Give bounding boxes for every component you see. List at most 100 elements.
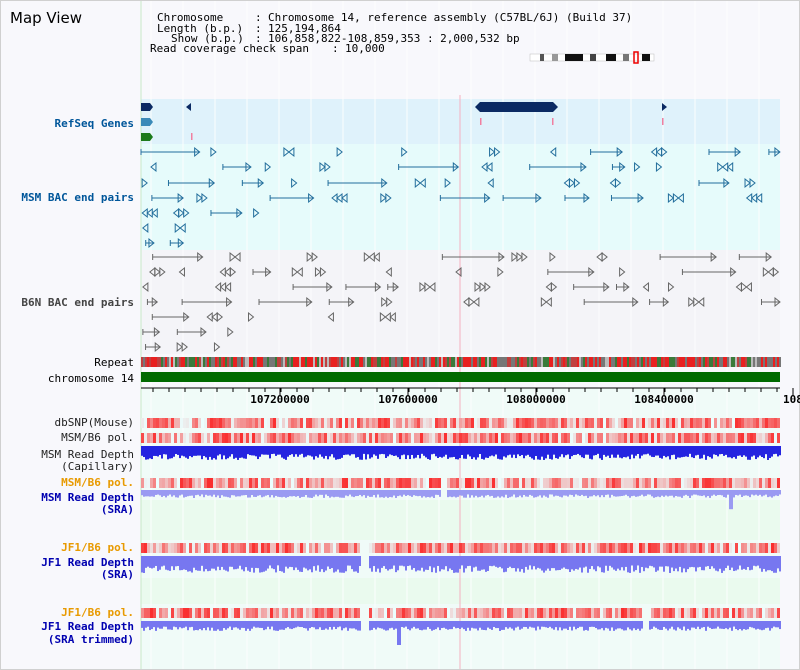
repeat-segment xyxy=(147,357,149,367)
msm-b6-sra-pol-cell xyxy=(516,478,519,488)
msm-capillary-depth-bar xyxy=(451,446,453,458)
jf1-sra-depth-bar xyxy=(493,556,495,566)
jf1-sra-depth-bar xyxy=(225,556,227,571)
msm-capillary-depth-bar xyxy=(553,446,555,455)
jf1-sra-depth-bar xyxy=(179,556,181,571)
msm-capillary-depth-bar xyxy=(255,446,257,457)
jf1-b6-pol-trim-cell xyxy=(315,608,318,618)
msm-b6-pol-cell xyxy=(672,433,675,443)
msm-bac-pair-arrow xyxy=(661,146,668,158)
jf1-trim-depth-bar xyxy=(453,621,455,627)
jf1-trim-depth-bar xyxy=(547,621,549,628)
msm-bac-pair-arrow xyxy=(150,161,157,173)
jf1-sra-depth-bar xyxy=(613,556,615,570)
jf1-b6-pol-trim-cell xyxy=(384,608,387,618)
jf1-trim-depth-bar xyxy=(511,621,513,629)
jf1-b6-pol-cell xyxy=(462,543,465,553)
track-label-b6n-bac-end-pairs[interactable]: B6N BAC end pairs xyxy=(21,296,134,309)
track-label-msm-b6-pol[interactable]: MSM/B6 pol. xyxy=(61,431,134,444)
msm-b6-pol-cell xyxy=(312,433,315,443)
track-label-jf1-read-depth-trimmed[interactable]: JF1 Read Depth xyxy=(41,620,134,633)
jf1-b6-pol-trim-cell xyxy=(198,608,201,618)
jf1-sra-depth-bar xyxy=(691,556,693,567)
jf1-sra-depth-bar xyxy=(563,556,565,568)
msm-b6-pol-cell xyxy=(681,433,684,443)
msm-sra-depth-bar xyxy=(185,490,187,497)
jf1-trim-depth-bar xyxy=(311,621,313,628)
jf1-sra-depth-bar xyxy=(549,556,551,571)
jf1-b6-pol-cell xyxy=(273,543,276,553)
msm-capillary-depth-bar xyxy=(221,446,223,460)
msm-sra-depth-bar xyxy=(247,490,249,498)
msm-b6-pol-cell xyxy=(384,433,387,443)
track-label-jf1-b6-pol-trimmed[interactable]: JF1/B6 pol. xyxy=(61,606,134,619)
b6n-bac-pair-arrow xyxy=(385,266,392,278)
msm-sra-depth-bar xyxy=(553,490,555,497)
jf1-trim-depth-bar xyxy=(267,621,269,627)
msm-b6-sra-pol-cell xyxy=(735,478,738,488)
msm-sra-depth-bar xyxy=(271,490,273,496)
jf1-b6-pol-cell xyxy=(630,543,633,553)
track-label-msm-bac-end-pairs[interactable]: MSM BAC end pairs xyxy=(21,191,134,204)
jf1-sra-depth-bar xyxy=(567,556,569,570)
jf1-b6-pol-trim-cell xyxy=(669,608,672,618)
track-label-msm-read-depth-capillary[interactable]: MSM Read Depth xyxy=(41,448,134,461)
msm-b6-sra-pol-cell xyxy=(603,478,606,488)
msm-capillary-depth-bar xyxy=(585,446,587,455)
jf1-sra-depth-bar xyxy=(267,556,269,569)
msm-capillary-depth-bar xyxy=(521,446,523,456)
repeat-segment xyxy=(595,357,597,367)
jf1-b6-pol-cell xyxy=(291,543,294,553)
repeat-segment xyxy=(523,357,525,367)
repeat-segment xyxy=(373,357,375,367)
msm-sra-depth-bar xyxy=(315,490,317,495)
jf1-sra-depth-bar xyxy=(263,556,265,572)
msm-capillary-depth-bar xyxy=(463,446,465,459)
track-label-msm-read-depth-sra[interactable]: MSM Read Depth xyxy=(41,491,134,504)
msm-sra-depth-bar xyxy=(613,490,615,497)
msm-b6-sra-pol-cell xyxy=(348,478,351,488)
jf1-trim-depth-bar xyxy=(723,621,725,630)
jf1-b6-pol-trim-cell xyxy=(441,608,444,618)
msm-b6-pol-cell xyxy=(402,433,405,443)
track-label-msm-b6-pol-sra[interactable]: MSM/B6 pol. xyxy=(61,476,134,489)
track-label-dbsnp[interactable]: dbSNP(Mouse) xyxy=(54,416,134,429)
jf1-b6-pol-trim-cell xyxy=(591,608,594,618)
msm-b6-sra-pol-cell xyxy=(471,478,474,488)
jf1-trim-depth-bar xyxy=(439,621,441,631)
jf1-sra-depth-bar xyxy=(645,556,647,568)
jf1-trim-depth-bar xyxy=(541,621,543,627)
msm-capillary-depth-bar xyxy=(253,446,255,456)
jf1-sra-depth-bar xyxy=(651,556,653,567)
jf1-b6-pol-cell xyxy=(330,543,333,553)
msm-capillary-depth-bar xyxy=(179,446,181,459)
msm-sra-depth-bar xyxy=(203,490,205,498)
msm-bac-pair-arrow xyxy=(179,222,186,234)
msm-b6-sra-pol-cell xyxy=(645,478,648,488)
track-label-jf1-read-depth-sra[interactable]: JF1 Read Depth xyxy=(41,556,134,569)
jf1-b6-pol-trim-cell xyxy=(633,608,636,618)
dbsnp-cell xyxy=(597,418,600,428)
msm-sra-depth-bar xyxy=(681,490,683,498)
jf1-b6-pol-trim-cell xyxy=(300,608,303,618)
repeat-segment xyxy=(215,357,217,367)
jf1-trim-depth-bar xyxy=(769,621,771,631)
jf1-sra-depth-bar xyxy=(151,556,153,569)
msm-capillary-depth-bar xyxy=(733,446,735,458)
msm-b6-pol-cell xyxy=(489,433,492,443)
jf1-trim-depth-bar xyxy=(739,621,741,629)
jf1-b6-pol-trim-cell xyxy=(624,608,627,618)
track-label-repeat[interactable]: Repeat xyxy=(94,356,134,369)
msm-b6-sra-pol-cell xyxy=(621,478,624,488)
repeat-segment xyxy=(679,357,681,367)
dbsnp-cell xyxy=(147,418,150,428)
repeat-segment xyxy=(419,357,421,367)
track-label-refseq-genes[interactable]: RefSeq Genes xyxy=(54,117,134,130)
jf1-b6-pol-trim-cell xyxy=(537,608,540,618)
jf1-sra-depth-bar xyxy=(147,556,149,567)
jf1-sra-depth-bar xyxy=(675,556,677,569)
dbsnp-cell xyxy=(564,418,567,428)
jf1-trim-depth-bar xyxy=(203,621,205,629)
track-label-jf1-b6-pol[interactable]: JF1/B6 pol. xyxy=(61,541,134,554)
jf1-b6-pol-cell xyxy=(510,543,513,553)
